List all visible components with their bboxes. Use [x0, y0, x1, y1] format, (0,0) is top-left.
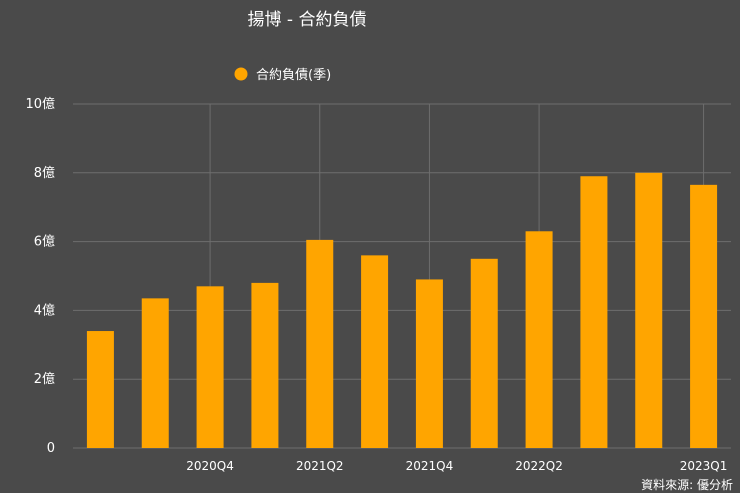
- bar-2023Q1[interactable]: [690, 184, 718, 448]
- x-tick-label: 2022Q2: [515, 459, 563, 473]
- bar-2022Q4[interactable]: [635, 172, 663, 449]
- bar-2020Q3[interactable]: [141, 298, 169, 448]
- bar-2020Q4[interactable]: [196, 286, 224, 448]
- y-tick-label: 10億: [25, 96, 55, 112]
- y-tick-label: 4億: [34, 302, 55, 318]
- y-tick-label: 8億: [34, 165, 55, 181]
- y-axis: 0 2億 4億 6億 8億 10億: [25, 96, 55, 456]
- bar-2022Q3[interactable]: [580, 176, 608, 449]
- source-note: 資料來源: 優分析: [641, 478, 733, 492]
- x-tick-label: 2023Q1: [680, 459, 728, 473]
- legend-label: 合約負債(季): [256, 68, 331, 83]
- bar-2021Q3[interactable]: [361, 255, 389, 448]
- y-tick-label: 6億: [34, 234, 55, 250]
- y-tick-label: 0: [47, 441, 55, 456]
- x-tick-label: 2021Q2: [296, 459, 344, 473]
- bars: [86, 172, 718, 449]
- x-tick-label: 2021Q4: [406, 459, 454, 473]
- x-axis: 2020Q4 2021Q2 2021Q4 2022Q2 2023Q1: [186, 459, 727, 473]
- grid: [73, 103, 731, 449]
- y-tick-label: 2億: [34, 371, 55, 387]
- chart-title: 揚博 - 合約負債: [248, 10, 367, 30]
- bar-2022Q2[interactable]: [525, 231, 553, 448]
- x-tick-label: 2020Q4: [186, 459, 234, 473]
- bar-2021Q1[interactable]: [251, 282, 279, 448]
- bar-2022Q1[interactable]: [470, 258, 498, 448]
- legend-marker: [234, 67, 248, 81]
- bar-2021Q4[interactable]: [415, 279, 443, 448]
- legend[interactable]: 合約負債(季): [234, 67, 332, 84]
- bar-2021Q2[interactable]: [306, 239, 334, 448]
- bar-2020Q2[interactable]: [86, 331, 114, 448]
